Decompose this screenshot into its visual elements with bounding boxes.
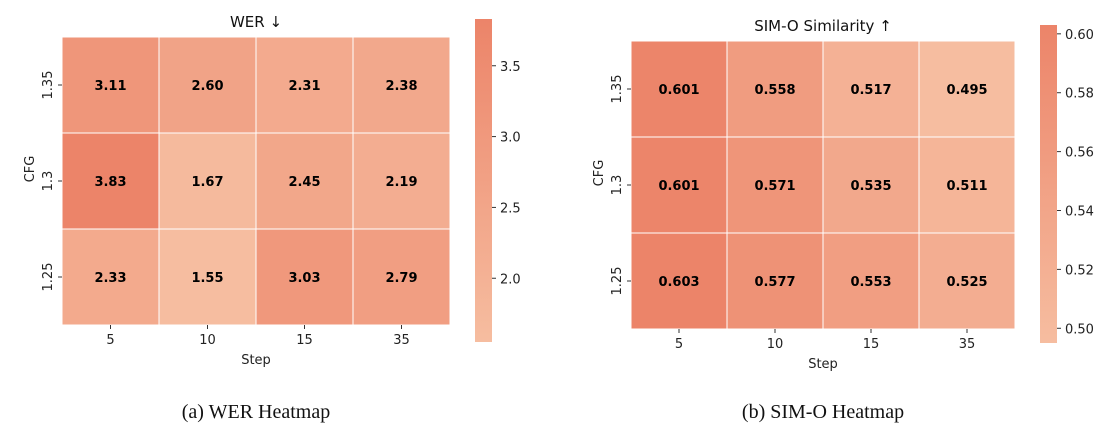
- cell-value-label: 0.535: [850, 179, 891, 194]
- x-tick-label: 15: [296, 333, 313, 348]
- colorbar: [1040, 25, 1057, 343]
- heatmap-cell: [822, 232, 920, 330]
- cell-value-label: 2.38: [385, 79, 417, 94]
- heatmap-cell: [61, 36, 160, 134]
- heatmap-cell: [726, 232, 824, 330]
- heatmap-cell: [726, 40, 824, 138]
- colorbar-tick-label: 3.5: [500, 60, 521, 75]
- cell-value-label: 1.67: [191, 175, 223, 190]
- x-axis-label: Step: [808, 357, 838, 372]
- cell-value-label: 0.571: [754, 179, 795, 194]
- cell-value-label: 2.19: [385, 175, 417, 190]
- x-tick-label: 10: [199, 333, 216, 348]
- heatmap-cell: [158, 132, 257, 230]
- cell-value-label: 0.577: [754, 275, 795, 290]
- chart-title: WER ↓: [230, 13, 282, 31]
- x-tick-label: 5: [675, 337, 683, 352]
- heatmap-panel-2: SIM-O Similarity ↑ 0.601 0.558 0.517 0.495 0.…: [592, 17, 1094, 423]
- heatmap-cell: [918, 136, 1016, 234]
- y-axis-label: CFG: [592, 160, 607, 187]
- heatmap-cell: [61, 132, 160, 230]
- heatmap-cell: [918, 40, 1016, 138]
- heatmap-cell: [822, 40, 920, 138]
- colorbar-tick-label: 0.50: [1065, 322, 1094, 337]
- colorbar-tick-label: 0.58: [1065, 87, 1094, 102]
- colorbar-tick-label: 0.54: [1065, 205, 1094, 220]
- figure-caption: (b) SIM-O Heatmap: [742, 401, 904, 423]
- heatmap-cell: [255, 36, 354, 134]
- heatmap-cell: [726, 136, 824, 234]
- cell-value-label: 3.11: [94, 79, 126, 94]
- heatmap-cell: [352, 132, 451, 230]
- cell-value-label: 0.495: [946, 83, 987, 98]
- cell-value-label: 2.33: [94, 271, 126, 286]
- chart-title: SIM-O Similarity ↑: [754, 17, 892, 35]
- cell-value-label: 0.601: [658, 179, 699, 194]
- x-tick-label: 5: [106, 333, 114, 348]
- x-tick-label: 35: [393, 333, 410, 348]
- cell-value-label: 2.45: [288, 175, 320, 190]
- colorbar-tick-label: 2.5: [500, 201, 521, 216]
- heatmap-panel-1: WER ↓ 3.11 2.60 2.31 2.38 3.83 1.67 2.45 2.19 2.3…: [23, 13, 521, 423]
- y-tick-label: 1.35: [610, 75, 625, 104]
- heatmap-cell: [630, 232, 728, 330]
- cell-value-label: 2.60: [191, 79, 223, 94]
- cell-value-label: 2.31: [288, 79, 320, 94]
- cell-value-label: 2.79: [385, 271, 417, 286]
- heatmap-cell: [630, 40, 728, 138]
- cell-value-label: 0.558: [754, 83, 795, 98]
- y-tick-label: 1.35: [41, 71, 56, 100]
- colorbar-tick-label: 0.60: [1065, 28, 1094, 43]
- cell-value-label: 0.601: [658, 83, 699, 98]
- cell-value-label: 1.55: [191, 271, 223, 286]
- x-tick-label: 10: [767, 337, 784, 352]
- y-tick-label: 1.25: [41, 263, 56, 292]
- y-tick-label: 1.3: [41, 171, 56, 192]
- heatmap-cell: [158, 228, 257, 326]
- heatmap-cell: [158, 36, 257, 134]
- x-axis-label: Step: [241, 353, 271, 368]
- colorbar-tick-label: 2.0: [500, 272, 521, 287]
- y-tick-label: 1.3: [610, 175, 625, 196]
- cell-value-label: 3.03: [288, 271, 320, 286]
- cell-value-label: 0.603: [658, 275, 699, 290]
- colorbar-tick-label: 0.52: [1065, 263, 1094, 278]
- y-tick-label: 1.25: [610, 267, 625, 296]
- cell-value-label: 0.525: [946, 275, 987, 290]
- colorbar-tick-label: 3.0: [500, 131, 521, 146]
- cell-value-label: 3.83: [94, 175, 126, 190]
- x-tick-label: 15: [863, 337, 880, 352]
- figure-caption: (a) WER Heatmap: [182, 401, 330, 423]
- cell-value-label: 0.553: [850, 275, 891, 290]
- heatmap-cell: [918, 232, 1016, 330]
- heatmap-cell: [352, 36, 451, 134]
- colorbar: [475, 19, 492, 342]
- cell-value-label: 0.517: [850, 83, 891, 98]
- heatmap-cell: [352, 228, 451, 326]
- y-axis-label: CFG: [23, 156, 38, 183]
- colorbar-tick-label: 0.56: [1065, 146, 1094, 161]
- x-tick-label: 35: [959, 337, 976, 352]
- heatmap-cell: [822, 136, 920, 234]
- cell-value-label: 0.511: [946, 179, 987, 194]
